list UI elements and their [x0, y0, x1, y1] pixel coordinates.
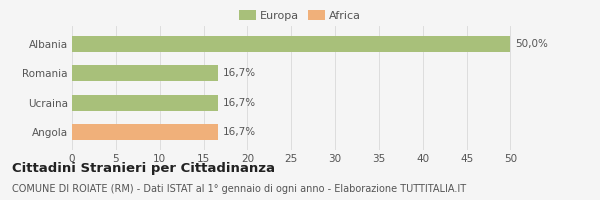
Text: 16,7%: 16,7% [223, 98, 256, 108]
Text: COMUNE DI ROIATE (RM) - Dati ISTAT al 1° gennaio di ogni anno - Elaborazione TUT: COMUNE DI ROIATE (RM) - Dati ISTAT al 1°… [12, 184, 466, 194]
Bar [72, 36, 511, 52]
Bar [72, 124, 218, 140]
Text: 50,0%: 50,0% [515, 39, 548, 49]
Text: 16,7%: 16,7% [223, 68, 256, 78]
Bar [72, 65, 218, 81]
Bar [72, 95, 218, 111]
Legend: Europa, Africa: Europa, Africa [236, 8, 364, 23]
Text: Cittadini Stranieri per Cittadinanza: Cittadini Stranieri per Cittadinanza [12, 162, 275, 175]
Text: 16,7%: 16,7% [223, 127, 256, 137]
